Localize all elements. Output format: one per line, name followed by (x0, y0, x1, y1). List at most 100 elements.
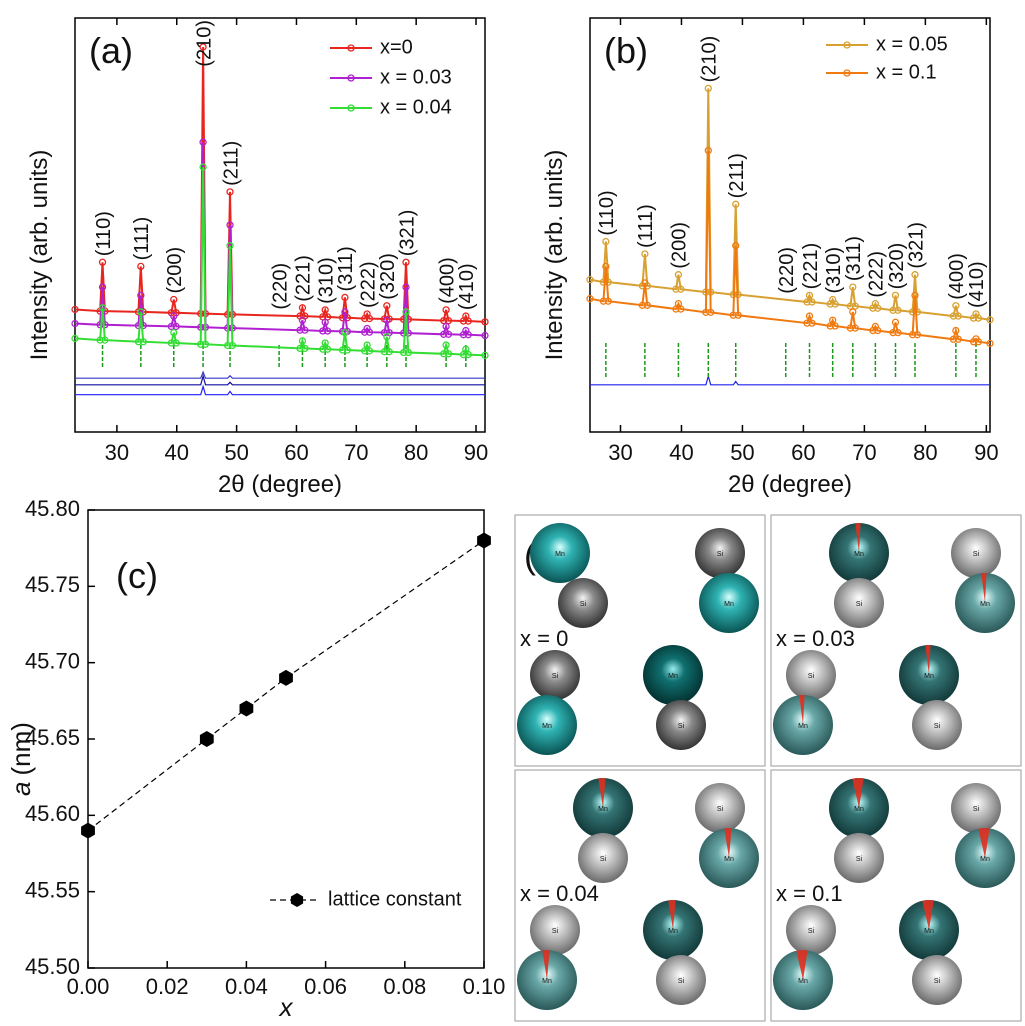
panel-frame (770, 514, 1022, 767)
data-point (199, 731, 214, 747)
data-point (846, 324, 855, 332)
atom-label: Si (600, 856, 607, 863)
data-point (96, 336, 104, 344)
data-point (808, 298, 816, 306)
data-point (643, 301, 651, 309)
data-point (641, 250, 649, 258)
data-point (402, 283, 410, 291)
peak-label: (211) (220, 141, 242, 186)
data-point (952, 326, 960, 335)
data-point (874, 304, 882, 312)
data-point (402, 258, 410, 266)
data-point (586, 295, 594, 303)
atom-label: Si (678, 978, 685, 985)
x-tick-label: 0.10 (463, 974, 506, 999)
data-point (911, 291, 919, 300)
peak-label: (111) (635, 204, 657, 248)
data-point (602, 237, 610, 246)
data-point (402, 308, 410, 316)
data-point (874, 326, 882, 335)
data-point (296, 326, 304, 334)
peak-label: (410) (966, 261, 988, 308)
data-point (891, 291, 900, 300)
data-point (226, 242, 234, 250)
data-point (954, 312, 962, 320)
data-point (444, 316, 453, 325)
atom-label: Mn (555, 551, 565, 558)
fit-line (87, 540, 485, 832)
data-point (137, 291, 145, 300)
data-point (137, 308, 145, 316)
legend-marker (843, 69, 851, 77)
atom-label: Mn (724, 856, 734, 863)
data-point (889, 328, 897, 337)
data-point (296, 344, 304, 353)
x-axis-label: 2θ (degree) (218, 471, 342, 498)
data-point (199, 163, 207, 171)
x-tick-label: 40 (669, 440, 693, 465)
data-point (361, 347, 369, 355)
data-point (298, 304, 307, 312)
data-point (803, 319, 811, 327)
data-point (974, 338, 983, 346)
data-point (949, 335, 958, 343)
data-point (341, 328, 349, 337)
peak-label: (200) (164, 247, 186, 294)
data-point (477, 532, 491, 549)
mn-atom (643, 645, 703, 705)
data-point (831, 322, 839, 330)
data-point (481, 351, 489, 360)
data-point (323, 327, 332, 335)
atom-label: Si (580, 601, 587, 608)
si-atom (912, 700, 962, 750)
legend-label: x = 0.04 (380, 96, 452, 118)
peak-label: (210) (193, 20, 215, 67)
spin-wedge (668, 900, 676, 930)
data-point (301, 326, 309, 334)
data-point (949, 312, 958, 320)
spin-wedge (724, 828, 732, 858)
data-line (589, 88, 991, 321)
peak-label: (211) (726, 153, 748, 198)
data-point (638, 301, 647, 309)
legend-marker (347, 44, 355, 52)
data-point (641, 279, 649, 287)
peak-label: (110) (596, 190, 618, 235)
data-line (589, 150, 991, 345)
data-point (599, 297, 608, 305)
data-point (464, 317, 472, 325)
si-atom (558, 578, 608, 628)
data-point (677, 305, 685, 313)
data-point (911, 271, 919, 279)
data-point (805, 291, 814, 300)
peak-label: (321) (396, 210, 418, 257)
spin-wedge (981, 572, 987, 603)
x-tick-label: 60 (791, 440, 815, 465)
x-tick-label: 90 (464, 440, 488, 465)
atom-label: Mn (668, 928, 678, 935)
data-point (363, 341, 371, 349)
data-line (74, 46, 486, 323)
data-point (442, 322, 450, 331)
legend-marker (347, 104, 355, 112)
data-point (226, 188, 234, 196)
data-point (321, 339, 329, 347)
si-atom (834, 833, 884, 883)
data-point (383, 302, 391, 310)
data-point (101, 336, 109, 344)
peak-label: (400) (436, 257, 458, 304)
data-point (444, 350, 453, 358)
peak-label: (222) (357, 261, 379, 308)
data-point (704, 146, 712, 155)
data-line (74, 166, 486, 357)
atom-label: Si (973, 806, 980, 813)
data-point (586, 275, 594, 284)
data-point (226, 221, 234, 229)
data-point (702, 308, 710, 317)
data-point (319, 327, 327, 335)
peak-label: (320) (886, 243, 908, 290)
data-point (803, 298, 811, 306)
atom-label: Si (717, 551, 724, 558)
peak-label: (310) (315, 257, 337, 304)
data-point (338, 346, 347, 354)
